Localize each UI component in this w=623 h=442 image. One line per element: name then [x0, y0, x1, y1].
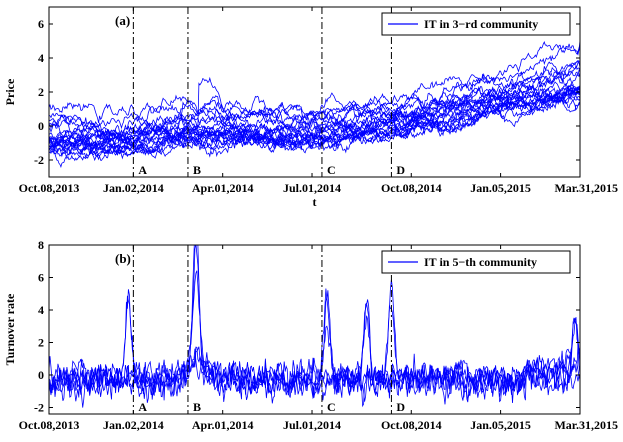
- series-line: [49, 73, 580, 145]
- series-line: [49, 64, 580, 145]
- event-label: C: [327, 400, 336, 414]
- y-tick-label: 8: [38, 238, 44, 252]
- y-tick-label: 0: [38, 119, 44, 133]
- x-tick-label: Mar.31,2015: [554, 418, 618, 432]
- x-tick-label: Jan.02,2014: [103, 181, 164, 195]
- series-line: [49, 81, 580, 156]
- x-axis-label: t: [313, 195, 317, 209]
- panel-a: A B C D -2 0 2 4 6 Oct.08,2013 Jan.02,2014 Apr.01,2…: [3, 6, 618, 209]
- x-tick-label: Oct.08,2013: [19, 181, 80, 195]
- x-tick-label: Jul.01,2014: [283, 181, 341, 195]
- y-tick-label: 2: [38, 336, 44, 350]
- x-tick-label: Oct.08,2014: [381, 181, 442, 195]
- series-line: [49, 245, 580, 401]
- axes-frame: [48, 244, 581, 415]
- event-label: A: [138, 163, 147, 177]
- x-tick-label: Oct.08,2014: [381, 418, 442, 432]
- x-tick-label: Jan.05,2015: [470, 418, 531, 432]
- series-group: [49, 245, 580, 408]
- x-tick-label: Jul.01,2014: [283, 418, 341, 432]
- event-label: D: [396, 400, 405, 414]
- series-line: [49, 295, 580, 408]
- x-tick-label: Mar.31,2015: [554, 181, 618, 195]
- series-line: [49, 95, 580, 169]
- y-tick-label: 0: [38, 368, 44, 382]
- series-line: [49, 317, 580, 404]
- event-label: D: [396, 163, 405, 177]
- event-label: B: [193, 163, 201, 177]
- legend-label: IT in 3−rd community: [424, 17, 538, 31]
- y-tick-label: 2: [38, 85, 44, 99]
- legend-box: [381, 250, 571, 274]
- y-tick-label: 4: [38, 51, 44, 65]
- x-tick-label: Oct.08,2013: [19, 418, 80, 432]
- y-tick-label: 6: [38, 17, 44, 31]
- panel-label: (b): [115, 251, 131, 266]
- y-axis-label: Turnover rate: [3, 293, 17, 365]
- x-tick-label: Apr.01,2014: [192, 181, 254, 195]
- legend-label: IT in 5−th community: [424, 255, 537, 269]
- panel-label: (a): [115, 13, 130, 28]
- x-tick-label: Jan.02,2014: [103, 418, 164, 432]
- event-label: C: [327, 163, 336, 177]
- legend-box: [381, 12, 571, 36]
- series-line: [49, 59, 580, 144]
- series-line: [49, 46, 580, 130]
- series-line: [49, 87, 580, 153]
- y-axis-label: Price: [3, 78, 17, 105]
- x-tick-label: Jan.05,2015: [470, 181, 531, 195]
- y-tick-label: -2: [34, 401, 44, 415]
- series-line: [49, 40, 580, 123]
- y-tick-label: 6: [38, 271, 44, 285]
- panel-b: A B C D -2 0 2 4 6 8 Oct.08,2013 Jan.02,2014 Apr.01,…: [3, 238, 618, 432]
- y-tick-label: 4: [38, 303, 44, 317]
- series-group: [49, 40, 580, 169]
- series-line: [49, 296, 580, 405]
- y-tick-label: -2: [34, 153, 44, 167]
- event-label: A: [138, 400, 147, 414]
- x-tick-label: Apr.01,2014: [192, 418, 254, 432]
- event-label: B: [193, 400, 201, 414]
